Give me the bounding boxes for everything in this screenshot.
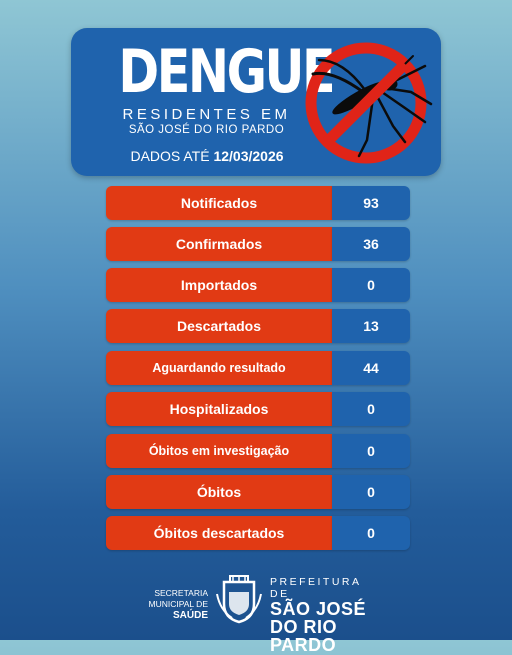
stat-value: 13 (332, 309, 410, 343)
stat-row-obitos-investigacao: Óbitos em investigação 0 (106, 434, 410, 468)
stat-label: Aguardando resultado (106, 351, 332, 385)
stat-value: 0 (332, 434, 410, 468)
stat-label: Confirmados (106, 227, 332, 261)
prefeitura-logo-text: PREFEITURA DE SÃO JOSÉ DO RIO PARDO (270, 576, 380, 654)
page-title: DENGUE (118, 37, 335, 107)
date-value: 12/03/2026 (213, 148, 284, 164)
stat-row-confirmados: Confirmados 36 (106, 227, 410, 261)
data-date: DADOS ATÉ 12/03/2026 (97, 148, 317, 164)
stat-row-hospitalizados: Hospitalizados 0 (106, 392, 410, 426)
stat-value: 0 (332, 516, 410, 550)
header-panel: DENGUE RESIDENTES EM SÃO JOSÉ DO RIO PAR… (71, 28, 441, 176)
stat-label: Óbitos em investigação (106, 434, 332, 468)
no-mosquito-icon (305, 42, 433, 164)
stat-label: Descartados (106, 309, 332, 343)
prefeitura-line-3: DO RIO PARDO (270, 617, 338, 655)
secretaria-line-3: SAÚDE (172, 610, 208, 621)
city-crest-icon (216, 575, 262, 624)
stat-value: 0 (332, 475, 410, 509)
prefeitura-line-2: SÃO JOSÉ (270, 599, 367, 619)
stat-label: Notificados (106, 186, 332, 220)
date-label: DADOS ATÉ (130, 148, 210, 164)
secretaria-logo-text: SECRETARIA MUNICIPAL DE SAÚDE (130, 588, 208, 621)
prefeitura-line-1: PREFEITURA DE (270, 576, 361, 600)
secretaria-line-1: SECRETARIA (154, 588, 208, 598)
secretaria-line-2: MUNICIPAL DE (148, 599, 208, 609)
stat-value: 0 (332, 392, 410, 426)
stat-value: 44 (332, 351, 410, 385)
stat-label: Óbitos (106, 475, 332, 509)
stat-row-obitos-descartados: Óbitos descartados 0 (106, 516, 410, 550)
stat-row-aguardando: Aguardando resultado 44 (106, 351, 410, 385)
stat-row-notificados: Notificados 93 (106, 186, 410, 220)
stat-row-descartados: Descartados 13 (106, 309, 410, 343)
stat-value: 93 (332, 186, 410, 220)
stat-row-importados: Importados 0 (106, 268, 410, 302)
stat-label: Hospitalizados (106, 392, 332, 426)
subtitle-line-2: SÃO JOSÉ DO RIO PARDO (128, 124, 285, 136)
stat-value: 0 (332, 268, 410, 302)
stat-row-obitos: Óbitos 0 (106, 475, 410, 509)
stat-label: Óbitos descartados (106, 516, 332, 550)
stat-value: 36 (332, 227, 410, 261)
stat-label: Importados (106, 268, 332, 302)
subtitle-line-1: RESIDENTES EM (122, 106, 291, 123)
